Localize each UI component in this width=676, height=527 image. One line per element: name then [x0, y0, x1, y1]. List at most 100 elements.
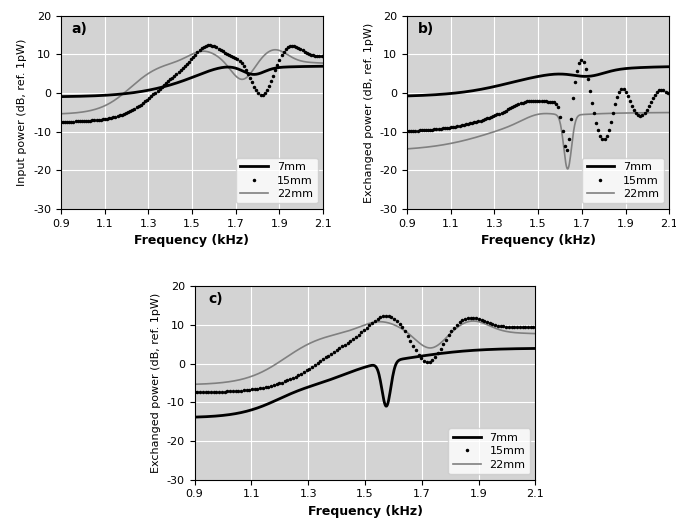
22mm: [191, 381, 199, 387]
Text: c): c): [208, 292, 223, 306]
15mm: [527, 97, 535, 104]
X-axis label: Frequency (kHz): Frequency (kHz): [308, 505, 422, 518]
22mm: [313, 60, 321, 66]
X-axis label: Frequency (kHz): Frequency (kHz): [481, 235, 596, 247]
15mm: [529, 97, 537, 104]
7mm: [393, 358, 402, 365]
Y-axis label: Exchanged power (dB, ref. 1pW): Exchanged power (dB, ref. 1pW): [151, 293, 161, 473]
Line: 7mm: 7mm: [195, 348, 535, 417]
7mm: [618, 66, 626, 72]
15mm: [660, 87, 668, 94]
22mm: [271, 46, 279, 53]
7mm: [352, 367, 360, 373]
15mm: [272, 64, 281, 71]
15mm: [382, 313, 390, 319]
15mm: [191, 389, 199, 395]
7mm: [272, 65, 280, 71]
Line: 22mm: 22mm: [61, 50, 323, 114]
22mm: [352, 325, 360, 331]
22mm: [659, 110, 667, 116]
Legend: 7mm, 15mm, 22mm: 7mm, 15mm, 22mm: [582, 158, 664, 203]
7mm: [527, 75, 535, 81]
7mm: [545, 72, 553, 78]
15mm: [531, 324, 539, 330]
15mm: [545, 99, 553, 105]
22mm: [665, 110, 673, 116]
22mm: [393, 323, 402, 329]
22mm: [213, 53, 221, 59]
22mm: [559, 139, 567, 145]
15mm: [319, 53, 327, 60]
22mm: [272, 46, 281, 53]
Line: 15mm: 15mm: [59, 43, 325, 124]
15mm: [183, 61, 191, 67]
Line: 22mm: 22mm: [407, 113, 669, 169]
22mm: [545, 111, 553, 117]
15mm: [375, 315, 383, 321]
22mm: [524, 330, 532, 337]
15mm: [665, 92, 673, 98]
7mm: [529, 74, 537, 81]
Line: 7mm: 7mm: [61, 66, 323, 96]
22mm: [57, 111, 65, 117]
22mm: [529, 112, 537, 119]
15mm: [181, 63, 189, 69]
22mm: [469, 318, 477, 324]
7mm: [531, 345, 539, 352]
7mm: [319, 63, 327, 70]
7mm: [665, 64, 673, 70]
15mm: [562, 147, 571, 153]
22mm: [319, 60, 327, 66]
Line: 7mm: 7mm: [407, 67, 669, 96]
7mm: [191, 414, 199, 421]
15mm: [205, 42, 213, 48]
Text: a): a): [72, 22, 87, 36]
15mm: [352, 333, 360, 339]
Line: 15mm: 15mm: [405, 58, 671, 152]
15mm: [470, 315, 479, 321]
22mm: [375, 318, 383, 325]
22mm: [527, 113, 535, 119]
Y-axis label: Input power (dB, ref. 1pW): Input power (dB, ref. 1pW): [18, 39, 28, 186]
7mm: [313, 63, 321, 70]
7mm: [181, 77, 189, 83]
7mm: [213, 65, 221, 72]
Line: 15mm: 15mm: [193, 314, 537, 394]
15mm: [577, 57, 585, 63]
22mm: [199, 48, 207, 54]
15mm: [214, 45, 222, 51]
7mm: [403, 93, 411, 99]
7mm: [523, 345, 531, 352]
22mm: [403, 145, 411, 152]
Legend: 7mm, 15mm, 22mm: 7mm, 15mm, 22mm: [448, 428, 530, 474]
22mm: [354, 324, 362, 330]
15mm: [559, 132, 567, 139]
7mm: [354, 366, 362, 373]
22mm: [531, 330, 539, 337]
7mm: [57, 93, 65, 100]
15mm: [524, 324, 532, 330]
22mm: [619, 110, 627, 116]
Y-axis label: Exchanged power (dB, ref. 1pW): Exchanged power (dB, ref. 1pW): [364, 22, 374, 202]
22mm: [183, 54, 191, 60]
7mm: [183, 76, 191, 83]
7mm: [659, 64, 667, 70]
15mm: [394, 319, 402, 326]
15mm: [619, 86, 627, 92]
Text: b): b): [418, 22, 434, 36]
22mm: [181, 54, 189, 61]
Legend: 7mm, 15mm, 22mm: 7mm, 15mm, 22mm: [236, 158, 318, 203]
7mm: [470, 347, 478, 354]
7mm: [559, 71, 567, 77]
7mm: [199, 70, 207, 76]
15mm: [57, 119, 65, 125]
Line: 22mm: 22mm: [195, 321, 535, 384]
15mm: [313, 53, 321, 59]
X-axis label: Frequency (kHz): Frequency (kHz): [135, 235, 249, 247]
7mm: [375, 372, 383, 378]
15mm: [199, 44, 207, 51]
22mm: [564, 166, 572, 172]
15mm: [354, 331, 362, 338]
15mm: [403, 128, 411, 134]
22mm: [470, 318, 479, 324]
